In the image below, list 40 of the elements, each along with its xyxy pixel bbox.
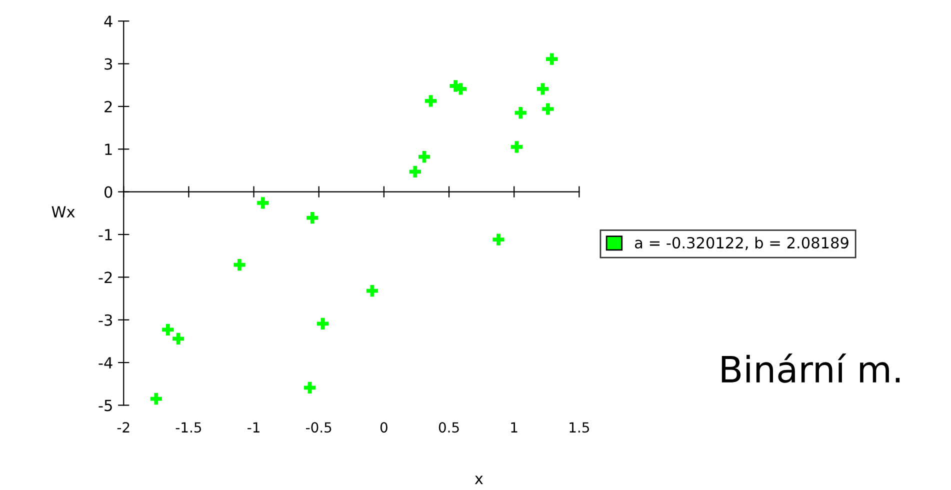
point — [162, 324, 174, 336]
x-tick-label: 0 — [380, 422, 388, 433]
point — [150, 393, 162, 405]
y-tick-label: 0 — [104, 186, 112, 198]
y-tick-label: 1 — [105, 144, 112, 155]
y-tick-label: -4 — [98, 357, 112, 368]
point — [542, 103, 554, 115]
point — [172, 332, 184, 344]
x-tick-label: 0.5 — [438, 422, 459, 433]
point — [366, 285, 378, 297]
point — [316, 318, 329, 330]
x-tick-label: -1 — [248, 422, 260, 432]
text: Binární m. — [722, 353, 900, 383]
point — [424, 95, 437, 107]
point — [409, 166, 421, 178]
y-tick-label: 4 — [104, 16, 112, 27]
y-axis-title: Wx — [52, 206, 75, 218]
y-tick-label: -1 — [98, 229, 112, 240]
point — [418, 150, 430, 163]
y-tick-label: -2 — [98, 272, 112, 283]
x-tick-label: -1.5 — [176, 422, 202, 433]
point — [536, 83, 549, 95]
point — [492, 234, 504, 246]
point — [257, 197, 269, 209]
point — [514, 107, 526, 119]
y-tick-label: 2 — [104, 100, 112, 112]
point — [546, 53, 558, 65]
point — [510, 141, 522, 153]
legend-label: a = -0.320122, b = 2.08189 — [634, 236, 848, 250]
point — [304, 382, 316, 394]
x-tick-label: -0.5 — [306, 422, 332, 433]
x-axis-title: x — [474, 476, 483, 484]
point — [234, 258, 246, 271]
x-tick-label: 1 — [511, 422, 518, 432]
x-tick-label: 1.5 — [570, 422, 589, 433]
point — [306, 212, 318, 224]
y-tick-label: 3 — [104, 58, 112, 70]
x-tick-label: -2 — [117, 422, 130, 432]
y-tick-label: -5 — [98, 400, 112, 412]
y-tick-label: -3 — [98, 314, 112, 326]
